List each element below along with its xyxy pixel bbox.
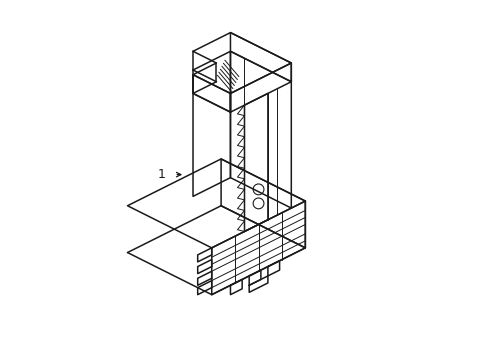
Text: 1: 1 [157,168,165,181]
